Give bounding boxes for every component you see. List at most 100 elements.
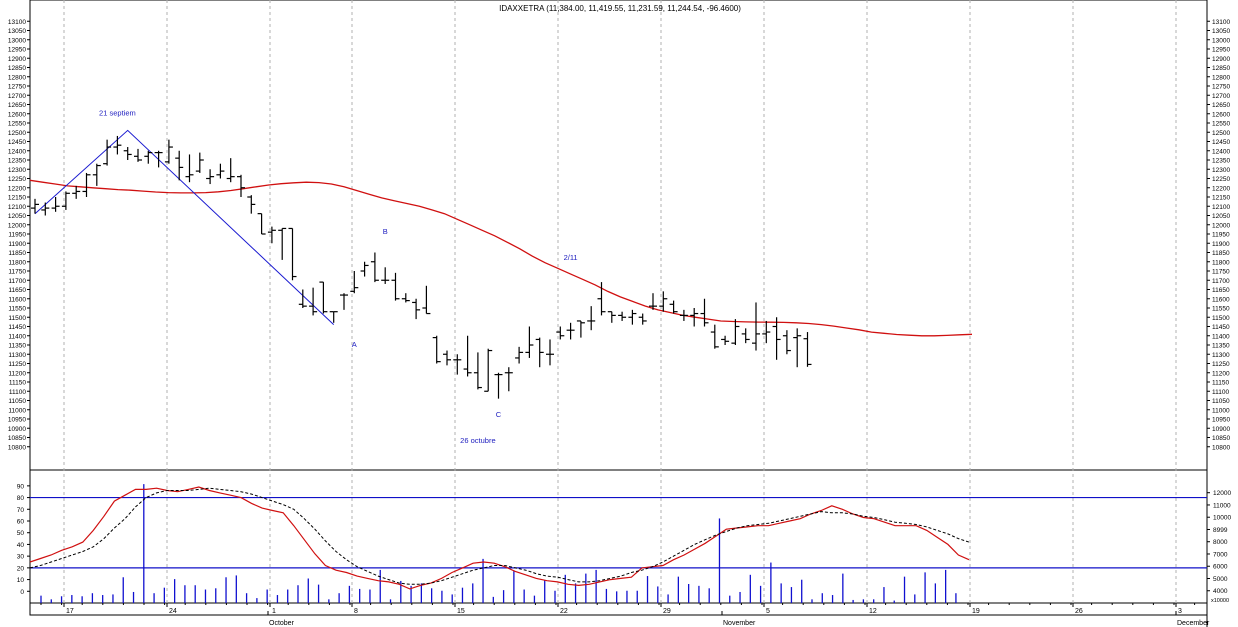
osc-tick-label: 60: [17, 519, 25, 526]
ohlc-bar: [638, 313, 647, 325]
price-tick-label-right: 12250: [1212, 176, 1230, 183]
ohlc-bar: [556, 326, 565, 340]
price-tick-label-right: 12050: [1212, 213, 1230, 220]
osc-tick-label: 90: [17, 483, 25, 490]
price-tick-label-left: 10800: [8, 444, 26, 451]
ohlc-bar: [803, 332, 812, 367]
price-tick-label-left: 11400: [8, 333, 26, 340]
price-tick-label-right: 12400: [1212, 148, 1230, 155]
volume-axis: 4000 5000 6000 7000 8000 8999 10000 11000 12000 x…: [1207, 490, 1231, 604]
volume-tick-label: 8999: [1213, 527, 1228, 534]
price-tick-label-right: 12000: [1212, 222, 1230, 229]
ohlc-bar: [360, 261, 369, 277]
price-tick-label-right: 12350: [1212, 158, 1230, 165]
ohlc-bar: [576, 320, 585, 338]
price-tick-label-left: 12200: [8, 185, 26, 192]
osc-tick-label: 20: [17, 565, 25, 572]
ohlc-bar: [309, 287, 318, 316]
ohlc-bar: [185, 154, 194, 183]
time-axis: 17 24 1 8 15 22 29 5 12 19 26 3 October November Decem…: [40, 603, 1210, 627]
ohlc-bar: [731, 319, 740, 345]
price-tick-label-left: 12650: [8, 102, 26, 109]
trendline: [34, 129, 335, 325]
price-tick-label-right: 11450: [1212, 324, 1230, 331]
oscillator-axis: 0 10 20 30 40 50 60 70 80 90: [17, 483, 30, 596]
price-tick-label-right: 11200: [1212, 370, 1230, 377]
ohlc-bar: [134, 148, 142, 162]
price-tick-label-right: 12200: [1212, 185, 1230, 192]
price-tick-label-left: 11450: [8, 324, 26, 331]
ohlc-bar: [741, 328, 750, 344]
price-tick-label-right: 11050: [1212, 398, 1230, 405]
price-tick-label-left: 12350: [8, 158, 26, 165]
price-tick-label-right: 11300: [1212, 352, 1230, 359]
annotation-label: A: [352, 340, 357, 349]
price-tick-label-left: 12150: [8, 195, 26, 202]
price-tick-label-left: 11100: [9, 389, 26, 396]
annotation-label: 21 septiem: [99, 109, 136, 118]
price-tick-label-left: 12100: [8, 204, 26, 211]
price-tick-label-right: 12900: [1212, 56, 1230, 63]
ohlc-bar: [51, 197, 60, 212]
ohlc-bar: [257, 213, 266, 235]
price-tick-label-left: 11600: [8, 296, 26, 303]
price-tick-label-left: 11550: [8, 306, 26, 313]
price-tick-label-right: 11500: [1212, 315, 1230, 322]
ohlc-bar: [597, 282, 606, 316]
day-tick-label: 29: [663, 608, 671, 615]
price-tick-label-right: 11100: [1212, 389, 1229, 396]
volume-tick-label: 11000: [1213, 502, 1231, 509]
price-tick-label-right: 10850: [1212, 435, 1230, 442]
annotation-label: 26 octubre: [460, 436, 495, 445]
ohlc-bar: [288, 227, 297, 281]
price-tick-label-right: 10900: [1212, 426, 1230, 433]
price-tick-label-left: 13100: [8, 19, 26, 26]
price-tick-label-right: 12300: [1212, 167, 1230, 174]
ohlc-bar: [607, 311, 616, 323]
ohlc-bar: [401, 293, 410, 303]
annotations: 21 septiem A B C 26 octubre 2/11: [99, 109, 578, 445]
price-tick-label-left: 11150: [9, 380, 26, 387]
ohlc-bar: [113, 135, 122, 155]
price-tick-label-right: 11750: [1212, 269, 1230, 276]
price-tick-label-right: 12950: [1212, 47, 1230, 54]
price-tick-label-left: 11800: [8, 259, 26, 266]
ohlc-bar: [319, 281, 328, 314]
ohlc-bar: [370, 252, 379, 283]
ohlc-bar: [772, 317, 781, 360]
oscillator-signal-line: [29, 487, 970, 585]
price-tick-label-left: 13050: [8, 28, 26, 35]
price-tick-label-right: 12600: [1212, 111, 1230, 118]
day-tick-label: 15: [457, 608, 465, 615]
ohlc-bar: [92, 163, 101, 186]
price-tick-label-right: 12700: [1212, 93, 1230, 100]
ohlc-bar: [721, 335, 730, 345]
ohlc-bar: [793, 328, 802, 368]
ohlc-bar: [659, 291, 668, 312]
price-tick-label-left: 11700: [8, 278, 26, 285]
ohlc-bar: [41, 202, 50, 216]
day-tick-label: 8: [354, 608, 358, 615]
price-tick-label-left: 12850: [8, 65, 26, 72]
month-label: October: [269, 620, 295, 627]
price-tick-label-right: 12150: [1212, 195, 1230, 202]
day-tick-label: 5: [766, 608, 770, 615]
ohlc-bar: [412, 298, 421, 320]
trendline-path: [34, 129, 335, 325]
price-tick-label-right: 11950: [1212, 232, 1230, 239]
volume-tick-label: 5000: [1213, 576, 1228, 583]
price-tick-label-right: 11600: [1212, 296, 1230, 303]
price-tick-label-right: 10950: [1212, 417, 1230, 424]
ohlc-bar: [484, 348, 493, 392]
ohlc-bar: [237, 174, 245, 197]
price-tick-label-left: 12000: [8, 222, 26, 229]
ohlc-bar: [525, 326, 534, 358]
ohlc-bar: [494, 372, 503, 399]
osc-tick-label: 30: [17, 554, 25, 561]
plot-border: [29, 0, 1208, 616]
ohlc-bar: [700, 298, 709, 327]
price-tick-label-left: 12950: [8, 47, 26, 54]
price-tick-label-left: 11650: [8, 287, 26, 294]
price-tick-label-left: 11500: [8, 315, 26, 322]
